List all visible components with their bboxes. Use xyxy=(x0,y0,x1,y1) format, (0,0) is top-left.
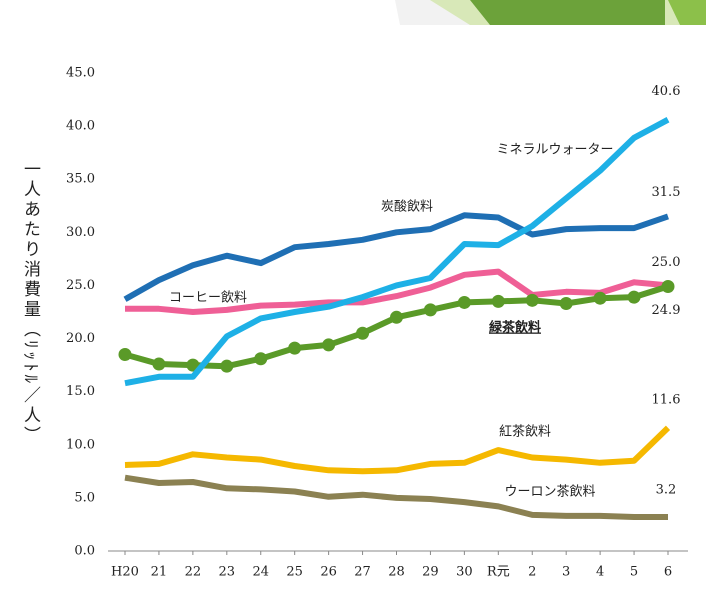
y-axis-label: 一人あたり消費量（ﾘｯﾄﾙ／人） xyxy=(18,160,43,446)
marker xyxy=(220,360,233,373)
marker xyxy=(288,342,301,355)
x-tick-label: 3 xyxy=(562,565,570,580)
marker xyxy=(322,338,335,351)
y-tick-label: 35.0 xyxy=(66,172,95,187)
series-name: 緑茶飲料 xyxy=(489,320,541,336)
decoration xyxy=(470,0,665,25)
x-tick-label: H20 xyxy=(111,565,139,580)
y-tick-label: 40.0 xyxy=(66,119,95,134)
marker xyxy=(152,358,165,371)
marker xyxy=(662,280,675,293)
x-tick-label: 5 xyxy=(630,565,638,580)
y-tick-label: 30.0 xyxy=(66,225,95,240)
value-label: 24.9 xyxy=(652,303,681,318)
x-tick-label: 23 xyxy=(219,565,236,580)
x-tick-label: 21 xyxy=(151,565,168,580)
marker xyxy=(458,296,471,309)
marker xyxy=(492,295,505,308)
marker xyxy=(594,292,607,305)
marker xyxy=(526,294,539,307)
value-label: 25.0 xyxy=(652,255,681,270)
value-label: 11.6 xyxy=(652,392,681,407)
marker xyxy=(356,327,369,340)
x-tick-label: 27 xyxy=(354,565,371,580)
x-tick-label: 30 xyxy=(456,565,473,580)
y-tick-label: 45.0 xyxy=(66,66,95,81)
y-tick-label: 10.0 xyxy=(66,437,95,452)
y-tick-label: 5.0 xyxy=(74,490,95,505)
x-tick-label: R元 xyxy=(487,565,510,580)
series-name: 炭酸飲料 xyxy=(381,199,433,215)
marker xyxy=(119,348,132,361)
x-tick-label: 28 xyxy=(388,565,405,580)
series-name: ミネラルウォーター xyxy=(496,143,613,158)
page: {"chart_data": {"type": "line", "y_label… xyxy=(0,0,706,596)
x-tick-label: 4 xyxy=(596,565,604,580)
series-name: 紅茶飲料 xyxy=(499,424,551,440)
series-name: ウーロン茶飲料 xyxy=(504,484,595,500)
y-tick-label: 20.0 xyxy=(66,331,95,346)
series-line xyxy=(125,120,668,384)
x-tick-label: 24 xyxy=(252,565,269,580)
x-tick-label: 2 xyxy=(528,565,536,580)
x-tick-label: 22 xyxy=(185,565,202,580)
chart: 0.0 5.0 10.0 15.0 20.0 25.0 30.0 35.0 40.0 45.0 H2… xyxy=(0,0,706,596)
value-label: 31.5 xyxy=(652,185,681,200)
value-label: 40.6 xyxy=(652,84,681,99)
x-tick-label: 25 xyxy=(286,565,303,580)
x-tick-label: 29 xyxy=(422,565,439,580)
y-tick-label: 25.0 xyxy=(66,278,95,293)
y-tick-label: 15.0 xyxy=(66,384,95,399)
marker xyxy=(390,311,403,324)
series-name: コーヒー飲料 xyxy=(169,290,247,306)
marker xyxy=(628,291,641,304)
marker xyxy=(424,303,437,316)
marker xyxy=(560,297,573,310)
marker xyxy=(254,352,267,365)
y-tick-label: 0.0 xyxy=(74,544,95,559)
x-tick-label: 6 xyxy=(664,565,672,580)
x-tick-label: 26 xyxy=(320,565,337,580)
value-label: 3.2 xyxy=(656,483,677,498)
series-line xyxy=(125,428,668,472)
